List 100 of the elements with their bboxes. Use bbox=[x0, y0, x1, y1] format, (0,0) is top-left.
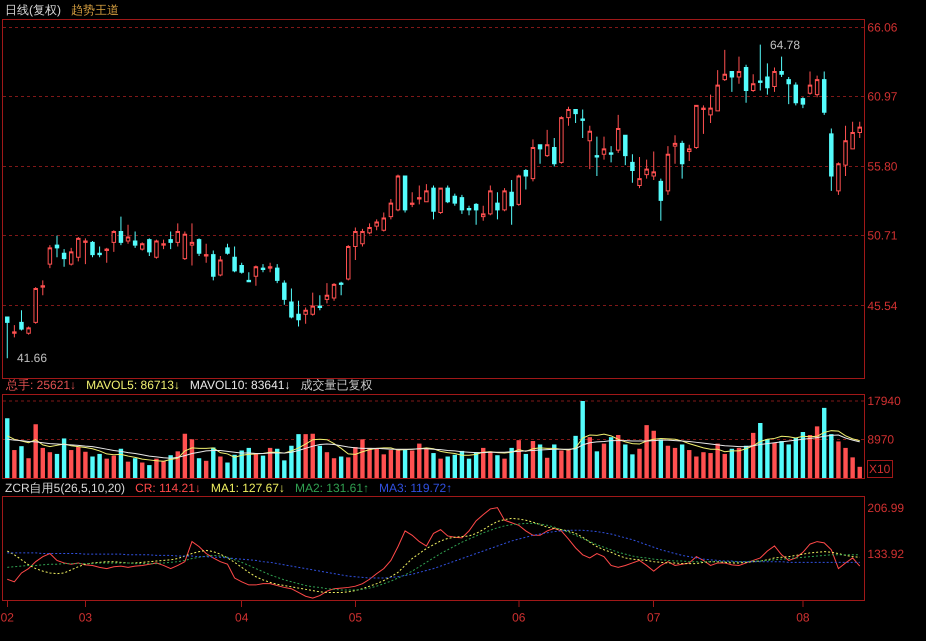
candlestick bbox=[190, 222, 194, 266]
candlestick bbox=[608, 146, 614, 163]
candlestick bbox=[346, 244, 350, 281]
candlestick bbox=[858, 121, 862, 138]
candlestick bbox=[396, 174, 400, 212]
bar bbox=[566, 450, 571, 478]
candlestick bbox=[480, 205, 486, 222]
candlestick bbox=[168, 231, 173, 250]
candlestick bbox=[509, 180, 514, 226]
bar bbox=[5, 418, 10, 478]
bar bbox=[446, 456, 450, 478]
bar bbox=[246, 448, 251, 478]
candlestick bbox=[246, 272, 252, 282]
candlestick bbox=[33, 286, 38, 324]
candlestick bbox=[176, 222, 180, 247]
candlestick bbox=[530, 138, 536, 182]
bar bbox=[367, 448, 372, 478]
chart-subtitle: 趋势王道 bbox=[71, 3, 120, 17]
candlestick bbox=[367, 222, 372, 235]
candlestick bbox=[680, 140, 684, 180]
bar bbox=[836, 441, 841, 478]
candlestick bbox=[666, 146, 670, 196]
bar bbox=[382, 454, 386, 478]
candlestick bbox=[296, 300, 301, 327]
candlestick bbox=[687, 144, 692, 162]
line-series bbox=[6, 507, 860, 599]
bar bbox=[694, 456, 699, 478]
text: MAVOL5: 86713↓ bbox=[86, 378, 180, 392]
candlestick bbox=[154, 239, 159, 260]
bar bbox=[76, 447, 80, 478]
candlestick bbox=[794, 82, 798, 106]
y-axis-title: X10 bbox=[869, 462, 891, 476]
candlestick bbox=[594, 136, 600, 176]
candlestick bbox=[616, 114, 620, 154]
candlestick bbox=[360, 228, 365, 247]
bar bbox=[126, 462, 130, 478]
y-tick-label: 50.71 bbox=[867, 228, 898, 243]
bar bbox=[303, 434, 308, 478]
bar bbox=[33, 424, 38, 478]
bar bbox=[147, 465, 152, 478]
candlestick bbox=[779, 56, 784, 78]
x-tick-label: 08 bbox=[796, 610, 810, 624]
candlestick bbox=[808, 71, 812, 96]
bar bbox=[424, 448, 429, 478]
bar bbox=[474, 452, 478, 478]
bar bbox=[289, 446, 294, 478]
bar bbox=[140, 462, 144, 478]
candlestick bbox=[765, 62, 770, 96]
bar bbox=[402, 450, 408, 478]
bar bbox=[552, 444, 556, 478]
candlestick bbox=[62, 248, 66, 268]
candlestick bbox=[410, 192, 414, 208]
bar bbox=[154, 458, 159, 478]
bar bbox=[112, 456, 116, 478]
x-tick-label: 03 bbox=[78, 610, 92, 624]
y-tick-label: 206.99 bbox=[867, 500, 904, 515]
candlestick bbox=[332, 282, 336, 302]
bar bbox=[524, 454, 528, 478]
bar bbox=[260, 456, 266, 478]
candlestick bbox=[445, 184, 450, 204]
bar bbox=[346, 457, 350, 478]
candlestick bbox=[338, 281, 344, 296]
candlestick bbox=[324, 282, 330, 304]
candlestick bbox=[544, 129, 550, 158]
candlestick bbox=[538, 144, 542, 164]
bar bbox=[353, 447, 358, 478]
candlestick bbox=[772, 66, 777, 92]
bar bbox=[132, 458, 138, 478]
candlestick bbox=[260, 264, 266, 273]
bar bbox=[438, 458, 443, 478]
candlestick bbox=[630, 154, 635, 184]
bar bbox=[616, 434, 620, 478]
bar bbox=[602, 444, 606, 478]
bar bbox=[794, 438, 798, 478]
bar bbox=[814, 426, 820, 478]
candlestick bbox=[588, 125, 592, 170]
bar bbox=[176, 451, 180, 478]
bar bbox=[701, 452, 706, 478]
candlestick bbox=[708, 94, 713, 124]
candlestick bbox=[83, 238, 88, 265]
candlestick bbox=[715, 70, 720, 112]
bar bbox=[26, 458, 31, 478]
bar bbox=[772, 442, 777, 478]
candlestick bbox=[76, 236, 81, 262]
candlestick bbox=[474, 202, 478, 226]
annotation: 41.66 bbox=[17, 351, 48, 365]
text: MA3: 119.72↑ bbox=[379, 481, 452, 495]
candlestick bbox=[516, 174, 521, 206]
x-tick-label: 05 bbox=[348, 610, 362, 624]
bar bbox=[452, 454, 458, 478]
candlestick bbox=[431, 184, 436, 220]
bar bbox=[83, 452, 88, 478]
bar bbox=[90, 456, 95, 478]
candlestick bbox=[147, 238, 152, 256]
candlestick bbox=[112, 230, 116, 252]
candlestick bbox=[182, 231, 188, 261]
y-tick-label: 55.80 bbox=[867, 160, 898, 174]
candlestick bbox=[402, 175, 408, 214]
bar bbox=[786, 444, 791, 478]
bar bbox=[118, 448, 124, 478]
